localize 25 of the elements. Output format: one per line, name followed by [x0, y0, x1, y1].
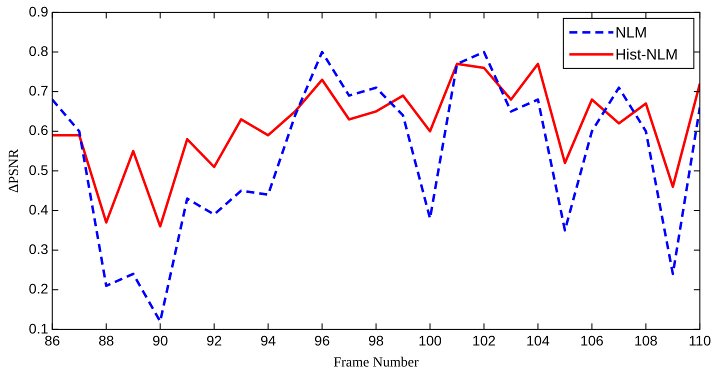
legend-label: NLM	[615, 24, 648, 42]
legend-label: Hist-NLM	[615, 46, 678, 64]
x-tick-label: 102	[472, 332, 496, 349]
y-tick-label: 0.4	[28, 201, 48, 218]
line-series	[52, 50, 700, 323]
x-tick-label: 100	[418, 332, 442, 349]
y-tick-label: 0.5	[28, 162, 48, 178]
x-tick-label: 90	[152, 332, 168, 349]
x-tick-label: 96	[314, 332, 330, 349]
x-tick-label: 94	[260, 332, 276, 349]
x-tick-label: 106	[580, 332, 604, 349]
y-tick-label: 0.8	[28, 42, 48, 59]
x-tick-label: 110	[688, 332, 712, 349]
y-tick-label: 0.2	[28, 280, 48, 297]
y-axis-title: ΔPSNR	[7, 148, 22, 193]
x-tick-label: 104	[526, 332, 550, 349]
y-tick-label: 0.7	[28, 82, 48, 99]
x-tick-label: 88	[98, 332, 114, 349]
y-tick-label: 0.6	[28, 122, 48, 138]
x-tick-label: 108	[634, 332, 658, 349]
x-axis-title: Frame Number	[333, 355, 419, 370]
y-tick-label: 0.3	[28, 241, 48, 258]
x-tick-label: 92	[206, 332, 222, 349]
x-tick-label: 98	[368, 332, 384, 349]
y-tick-label: 0.9	[28, 3, 48, 20]
